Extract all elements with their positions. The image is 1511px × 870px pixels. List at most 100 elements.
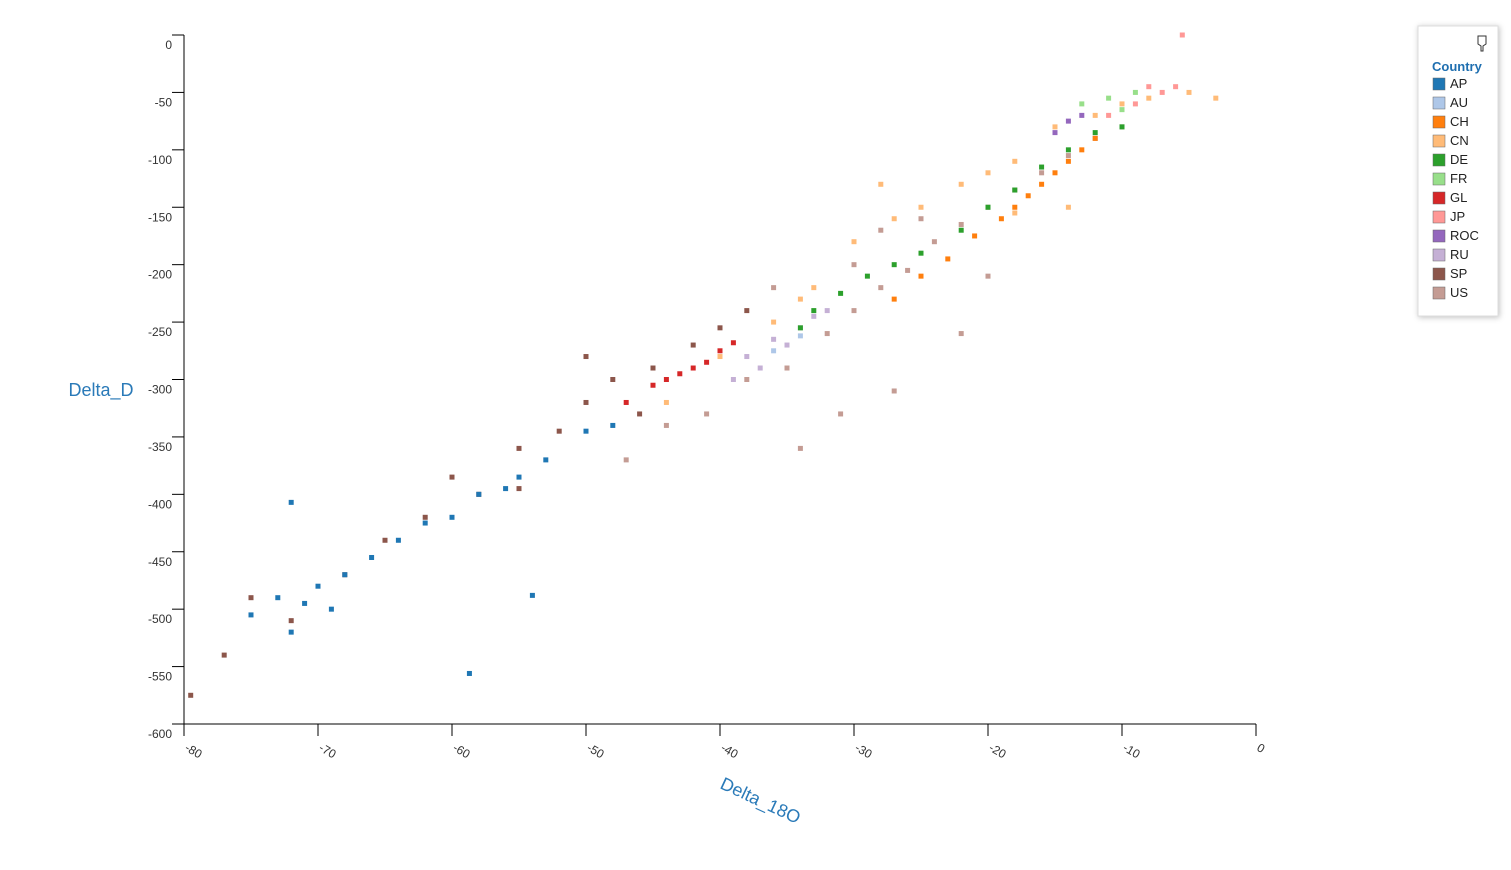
point (985, 204, 991, 210)
point (1065, 204, 1071, 210)
point (1065, 158, 1071, 164)
point (1159, 89, 1165, 95)
point (905, 267, 911, 273)
point (302, 600, 308, 606)
y-tick-label: -100 (148, 153, 172, 167)
y-tick-label: -250 (148, 325, 172, 339)
point (771, 336, 777, 342)
legend-label: AP (1450, 76, 1467, 91)
point (543, 457, 549, 463)
point (422, 514, 428, 520)
legend-label: FR (1450, 171, 1467, 186)
point (369, 554, 375, 560)
point (663, 422, 669, 428)
point (1106, 112, 1112, 118)
point (958, 221, 964, 227)
legend-swatch (1432, 286, 1446, 300)
y-tick-label: -300 (148, 383, 172, 397)
legend-label: US (1450, 285, 1468, 300)
point (744, 354, 750, 360)
legend-label: GL (1450, 190, 1467, 205)
point (958, 181, 964, 187)
point (918, 216, 924, 222)
point (1092, 130, 1098, 136)
pin-icon[interactable] (1477, 35, 1487, 52)
point (516, 445, 522, 451)
y-tick-label: -600 (148, 727, 172, 741)
x-tick-label: -30 (853, 740, 875, 761)
legend-swatch (1432, 210, 1446, 224)
point (704, 411, 710, 417)
point (797, 333, 803, 339)
legend-swatch (1432, 172, 1446, 186)
point (516, 486, 522, 492)
point (1186, 89, 1192, 95)
point (583, 428, 589, 434)
point (395, 537, 401, 543)
legend-swatch (1432, 248, 1446, 262)
point (824, 331, 830, 337)
point (1012, 210, 1018, 216)
y-tick-label: -200 (148, 268, 172, 282)
point (1039, 170, 1045, 176)
point (958, 227, 964, 233)
y-tick-label: -450 (148, 555, 172, 569)
legend-swatch (1432, 229, 1446, 243)
point (1106, 95, 1112, 101)
point (811, 308, 817, 314)
point (188, 692, 194, 698)
point (449, 474, 455, 480)
point (1179, 32, 1185, 38)
point (248, 595, 254, 601)
point (1012, 204, 1018, 210)
point (784, 342, 790, 348)
legend-label: JP (1450, 209, 1465, 224)
point (529, 592, 535, 598)
point (1025, 193, 1031, 199)
point (1132, 101, 1138, 107)
point (690, 365, 696, 371)
point (985, 170, 991, 176)
point (422, 520, 428, 526)
legend-swatch (1432, 191, 1446, 205)
point (663, 399, 669, 405)
point (891, 262, 897, 268)
point (677, 371, 683, 377)
legend-swatch (1432, 267, 1446, 281)
y-tick-label: -550 (148, 670, 172, 684)
point (1119, 101, 1125, 107)
y-axis-title: Delta_D (68, 380, 133, 401)
point (623, 399, 629, 405)
point (985, 273, 991, 279)
legend-title: Country (1432, 59, 1483, 74)
point (878, 285, 884, 291)
point (958, 331, 964, 337)
point (797, 296, 803, 302)
point (1065, 147, 1071, 153)
point (797, 445, 803, 451)
point (771, 285, 777, 291)
y-tick-label: 0 (165, 38, 172, 52)
x-tick-label: -70 (317, 740, 339, 761)
legend-swatch (1432, 134, 1446, 148)
point (1079, 147, 1085, 153)
y-tick-label: -150 (148, 210, 172, 224)
y-tick-label: -500 (148, 612, 172, 626)
point (637, 411, 643, 417)
point (757, 365, 763, 371)
point (704, 359, 710, 365)
y-tick-label: -350 (148, 440, 172, 454)
point (1146, 84, 1152, 90)
point (610, 422, 616, 428)
legend-label: CN (1450, 133, 1469, 148)
point (1052, 124, 1058, 130)
point (610, 377, 616, 382)
point (288, 629, 294, 635)
legend-label: ROC (1450, 228, 1479, 243)
point (315, 583, 321, 589)
point (342, 572, 348, 578)
point (945, 256, 951, 262)
legend-label: DE (1450, 152, 1468, 167)
point (931, 239, 937, 245)
